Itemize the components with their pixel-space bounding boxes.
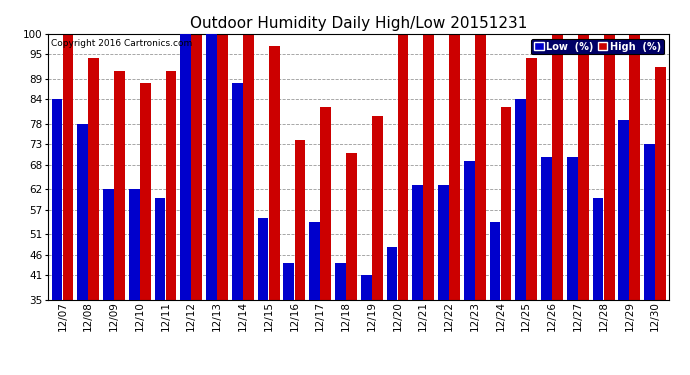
Bar bbox=[656, 66, 666, 300]
Bar bbox=[412, 185, 423, 300]
Bar bbox=[501, 108, 511, 300]
Bar bbox=[166, 70, 177, 300]
Bar bbox=[232, 83, 243, 300]
Bar bbox=[397, 34, 408, 300]
Bar bbox=[63, 34, 73, 300]
Bar bbox=[320, 108, 331, 300]
Bar bbox=[243, 34, 254, 300]
Bar bbox=[578, 34, 589, 300]
Bar bbox=[52, 99, 62, 300]
Bar bbox=[438, 185, 449, 300]
Bar bbox=[552, 34, 563, 300]
Bar bbox=[77, 124, 88, 300]
Bar bbox=[346, 153, 357, 300]
Bar bbox=[386, 247, 397, 300]
Bar bbox=[155, 198, 166, 300]
Bar bbox=[490, 222, 500, 300]
Bar bbox=[604, 34, 615, 300]
Bar bbox=[526, 58, 538, 300]
Bar bbox=[309, 222, 320, 300]
Bar bbox=[618, 120, 629, 300]
Bar bbox=[268, 46, 279, 300]
Text: Copyright 2016 Cartronics.com: Copyright 2016 Cartronics.com bbox=[51, 39, 193, 48]
Bar bbox=[361, 275, 371, 300]
Bar bbox=[541, 157, 552, 300]
Bar bbox=[475, 34, 486, 300]
Bar bbox=[593, 198, 604, 300]
Bar bbox=[295, 140, 306, 300]
Bar bbox=[449, 34, 460, 300]
Bar bbox=[567, 157, 578, 300]
Bar bbox=[191, 34, 202, 300]
Bar bbox=[180, 34, 191, 300]
Bar bbox=[372, 116, 383, 300]
Bar bbox=[114, 70, 125, 300]
Bar bbox=[424, 34, 434, 300]
Bar bbox=[140, 83, 150, 300]
Bar bbox=[284, 263, 294, 300]
Title: Outdoor Humidity Daily High/Low 20151231: Outdoor Humidity Daily High/Low 20151231 bbox=[190, 16, 527, 31]
Bar bbox=[629, 34, 640, 300]
Bar bbox=[206, 34, 217, 300]
Bar bbox=[515, 99, 526, 300]
Bar bbox=[464, 161, 475, 300]
Bar bbox=[644, 144, 655, 300]
Bar bbox=[217, 34, 228, 300]
Bar bbox=[335, 263, 346, 300]
Bar bbox=[257, 218, 268, 300]
Bar bbox=[129, 189, 139, 300]
Bar bbox=[103, 189, 114, 300]
Bar bbox=[88, 58, 99, 300]
Legend: Low  (%), High  (%): Low (%), High (%) bbox=[531, 39, 664, 54]
